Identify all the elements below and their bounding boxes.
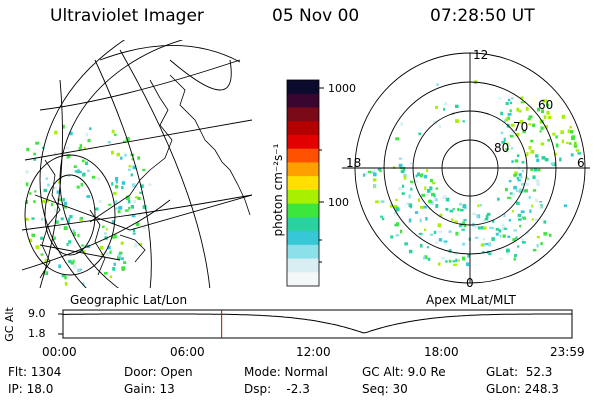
colorbar: [286, 79, 324, 287]
status-ip: IP: 18.0: [8, 382, 54, 396]
time-tick-1200: 12:00: [296, 345, 331, 359]
time-tick-2359: 23:59: [550, 345, 585, 359]
polar-aurora-emission: [362, 80, 582, 267]
colorbar-tick-100: 100: [328, 196, 349, 209]
colorbar-segment: [287, 162, 319, 177]
polar-plot: [342, 52, 590, 284]
geo-panel-caption: Geographic Lat/Lon: [70, 293, 188, 307]
status-glon: GLon: 248.3: [486, 382, 559, 396]
status-gain: Gain: 13: [124, 382, 175, 396]
polar-grid: [342, 52, 590, 284]
instrument-title: Ultraviolet Imager: [50, 6, 204, 26]
altitude-tick-high: 9.0: [28, 307, 46, 320]
colorbar-segment: [287, 107, 319, 122]
colorbar-tick-1000: 1000: [328, 82, 356, 95]
colorbar-segment: [287, 134, 319, 150]
time-tick-1800: 18:00: [424, 345, 459, 359]
mlat-label-70: 70: [513, 120, 529, 134]
time-tick-0000: 00:00: [42, 345, 77, 359]
colorbar-segment: [287, 203, 319, 218]
time-label: 07:28:50 UT: [430, 6, 535, 26]
geo-grid: [22, 40, 252, 288]
status-door: Door: Open: [124, 365, 193, 379]
colorbar-segment: [287, 258, 319, 273]
status-flight: Flt: 1304: [8, 365, 62, 379]
colorbar-segment: [287, 189, 319, 205]
status-glat: GLat: 52.3: [486, 365, 553, 379]
colorbar-segment: [287, 272, 319, 287]
status-gc-alt: GC Alt: 9.0 Re: [362, 365, 446, 379]
status-mode: Mode: Normal: [244, 365, 328, 379]
colorbar-segment: [287, 244, 319, 260]
altitude-tick-low: 1.8: [28, 327, 46, 340]
coastlines: [39, 74, 251, 279]
colorbar-segment: [287, 80, 319, 95]
colorbar-unit-label: photon cm⁻²s⁻¹: [271, 143, 285, 237]
mlt-label-12: 12: [473, 48, 489, 62]
colorbar-segment: [287, 121, 319, 136]
altitude-strip: [58, 309, 573, 339]
colorbar-segment: [287, 217, 319, 232]
status-dsp: Dsp: -2.3: [244, 382, 310, 396]
colorbar-segment: [287, 231, 319, 246]
colorbar-segment: [287, 93, 319, 108]
mlat-label-60: 60: [538, 98, 554, 112]
geographic-map: [22, 40, 252, 288]
mlt-label-18: 18: [346, 156, 362, 170]
status-seq: Seq: 30: [362, 382, 408, 396]
altitude-axis-label: GC Alt: [2, 307, 16, 342]
mlt-label-0: 0: [466, 276, 474, 290]
colorbar-segment: [287, 176, 319, 191]
polar-panel-caption: Apex MLat/MLT: [426, 293, 516, 307]
geo-aurora-emission: [25, 124, 152, 287]
mlt-label-6: 6: [577, 156, 585, 170]
colorbar-segment: [287, 148, 319, 163]
time-tick-0600: 06:00: [170, 345, 205, 359]
date-label: 05 Nov 00: [272, 6, 360, 26]
mlat-label-80: 80: [494, 141, 510, 155]
